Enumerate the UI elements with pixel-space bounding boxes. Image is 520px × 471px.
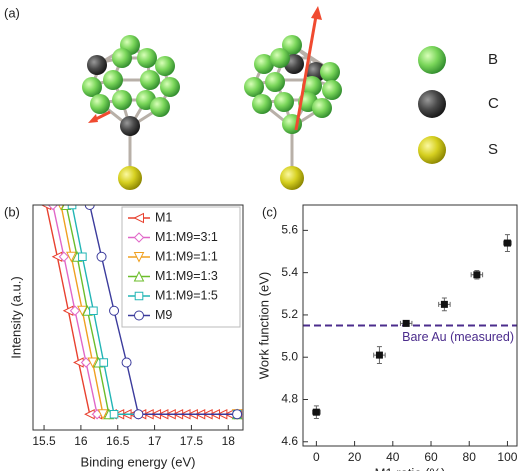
- y-tick-label: 5.2: [281, 307, 298, 321]
- legend-label: M1:M9=1:3: [155, 269, 218, 283]
- point: [375, 351, 383, 359]
- marker: [58, 205, 64, 211]
- y-tick-label: 5.4: [281, 265, 298, 279]
- point: [440, 300, 448, 308]
- legend: M1 M1:M9=3:1 M1:M9=1:1 M1:M9=1:3 M1:M9=1:5 M9: [121, 206, 241, 328]
- x-tick-label: 20: [348, 450, 362, 464]
- x-tick-label: 100: [497, 450, 517, 464]
- marker: [134, 310, 144, 321]
- marker: [133, 212, 144, 224]
- x-tick-label: 18: [222, 434, 236, 448]
- marker: [78, 252, 87, 262]
- marker: [121, 357, 132, 368]
- marker: [133, 232, 145, 243]
- legend-label: M1:M9=3:1: [155, 230, 218, 244]
- point: [473, 271, 481, 279]
- plot-frame: [302, 204, 518, 447]
- x-axis-title: Binding energy (eV): [81, 454, 196, 469]
- point: [312, 408, 320, 416]
- marker: [77, 305, 88, 317]
- x-tick-label: 0: [313, 450, 320, 464]
- plot-area: [40, 205, 243, 420]
- panel-label: (c): [262, 204, 277, 219]
- x-tick-label: 40: [386, 450, 400, 464]
- legend-label: M9: [155, 308, 172, 322]
- atom-legend: B C S: [418, 46, 499, 164]
- x-tick-label: 80: [463, 450, 477, 464]
- marker: [84, 205, 95, 210]
- point: [503, 239, 511, 247]
- marker: [58, 251, 70, 262]
- marker: [67, 205, 77, 210]
- marker: [40, 205, 52, 211]
- plot-frame: [32, 204, 244, 431]
- marker: [133, 252, 145, 263]
- marker: [80, 357, 92, 368]
- marker: [66, 251, 77, 263]
- x-tick-label: 15.5: [32, 434, 56, 448]
- marker: [69, 305, 81, 316]
- y-tick-label: 4.6: [281, 434, 298, 448]
- marker: [232, 409, 243, 420]
- y-tick-label: 5.0: [281, 349, 298, 363]
- y-tick-label: 4.8: [281, 392, 298, 406]
- x-axis-title: M1 ratio (%): [375, 465, 446, 471]
- marker: [96, 251, 107, 262]
- y-axis-title: Work function (eV): [256, 272, 271, 379]
- x-tick-label: 16.5: [106, 434, 130, 448]
- legend-label: M1: [155, 210, 172, 224]
- x-tick-label: 17.5: [180, 434, 204, 448]
- legend-box: [121, 206, 241, 328]
- marker: [97, 409, 109, 420]
- legend-label: S: [488, 141, 498, 158]
- panel-label: (b): [4, 204, 20, 219]
- marker: [109, 409, 119, 419]
- x-tick-label: 17: [148, 434, 162, 448]
- marker: [87, 357, 98, 369]
- marker: [99, 358, 109, 367]
- x-tick-label: 16: [74, 434, 88, 448]
- x-tick-label: 60: [424, 450, 438, 464]
- legend-label: C: [488, 95, 499, 112]
- marker: [133, 409, 144, 420]
- y-tick-label: 5.6: [281, 223, 298, 237]
- panel-label: (a): [4, 5, 20, 20]
- marker: [89, 306, 98, 316]
- legend-label: B: [488, 51, 498, 68]
- series-line: [89, 205, 238, 415]
- y-axis-title: Intensity (a.u.): [8, 276, 23, 358]
- marker: [47, 205, 59, 211]
- reference-label: Bare Au (measured): [402, 330, 514, 344]
- point: [402, 319, 410, 327]
- legend-label: M1:M9=1:1: [155, 249, 218, 263]
- molecule: [82, 35, 180, 190]
- legend-label: M1:M9=1:5: [155, 288, 218, 302]
- marker: [109, 305, 120, 316]
- molecule: [244, 6, 342, 190]
- marker: [133, 270, 145, 282]
- marker: [134, 291, 144, 301]
